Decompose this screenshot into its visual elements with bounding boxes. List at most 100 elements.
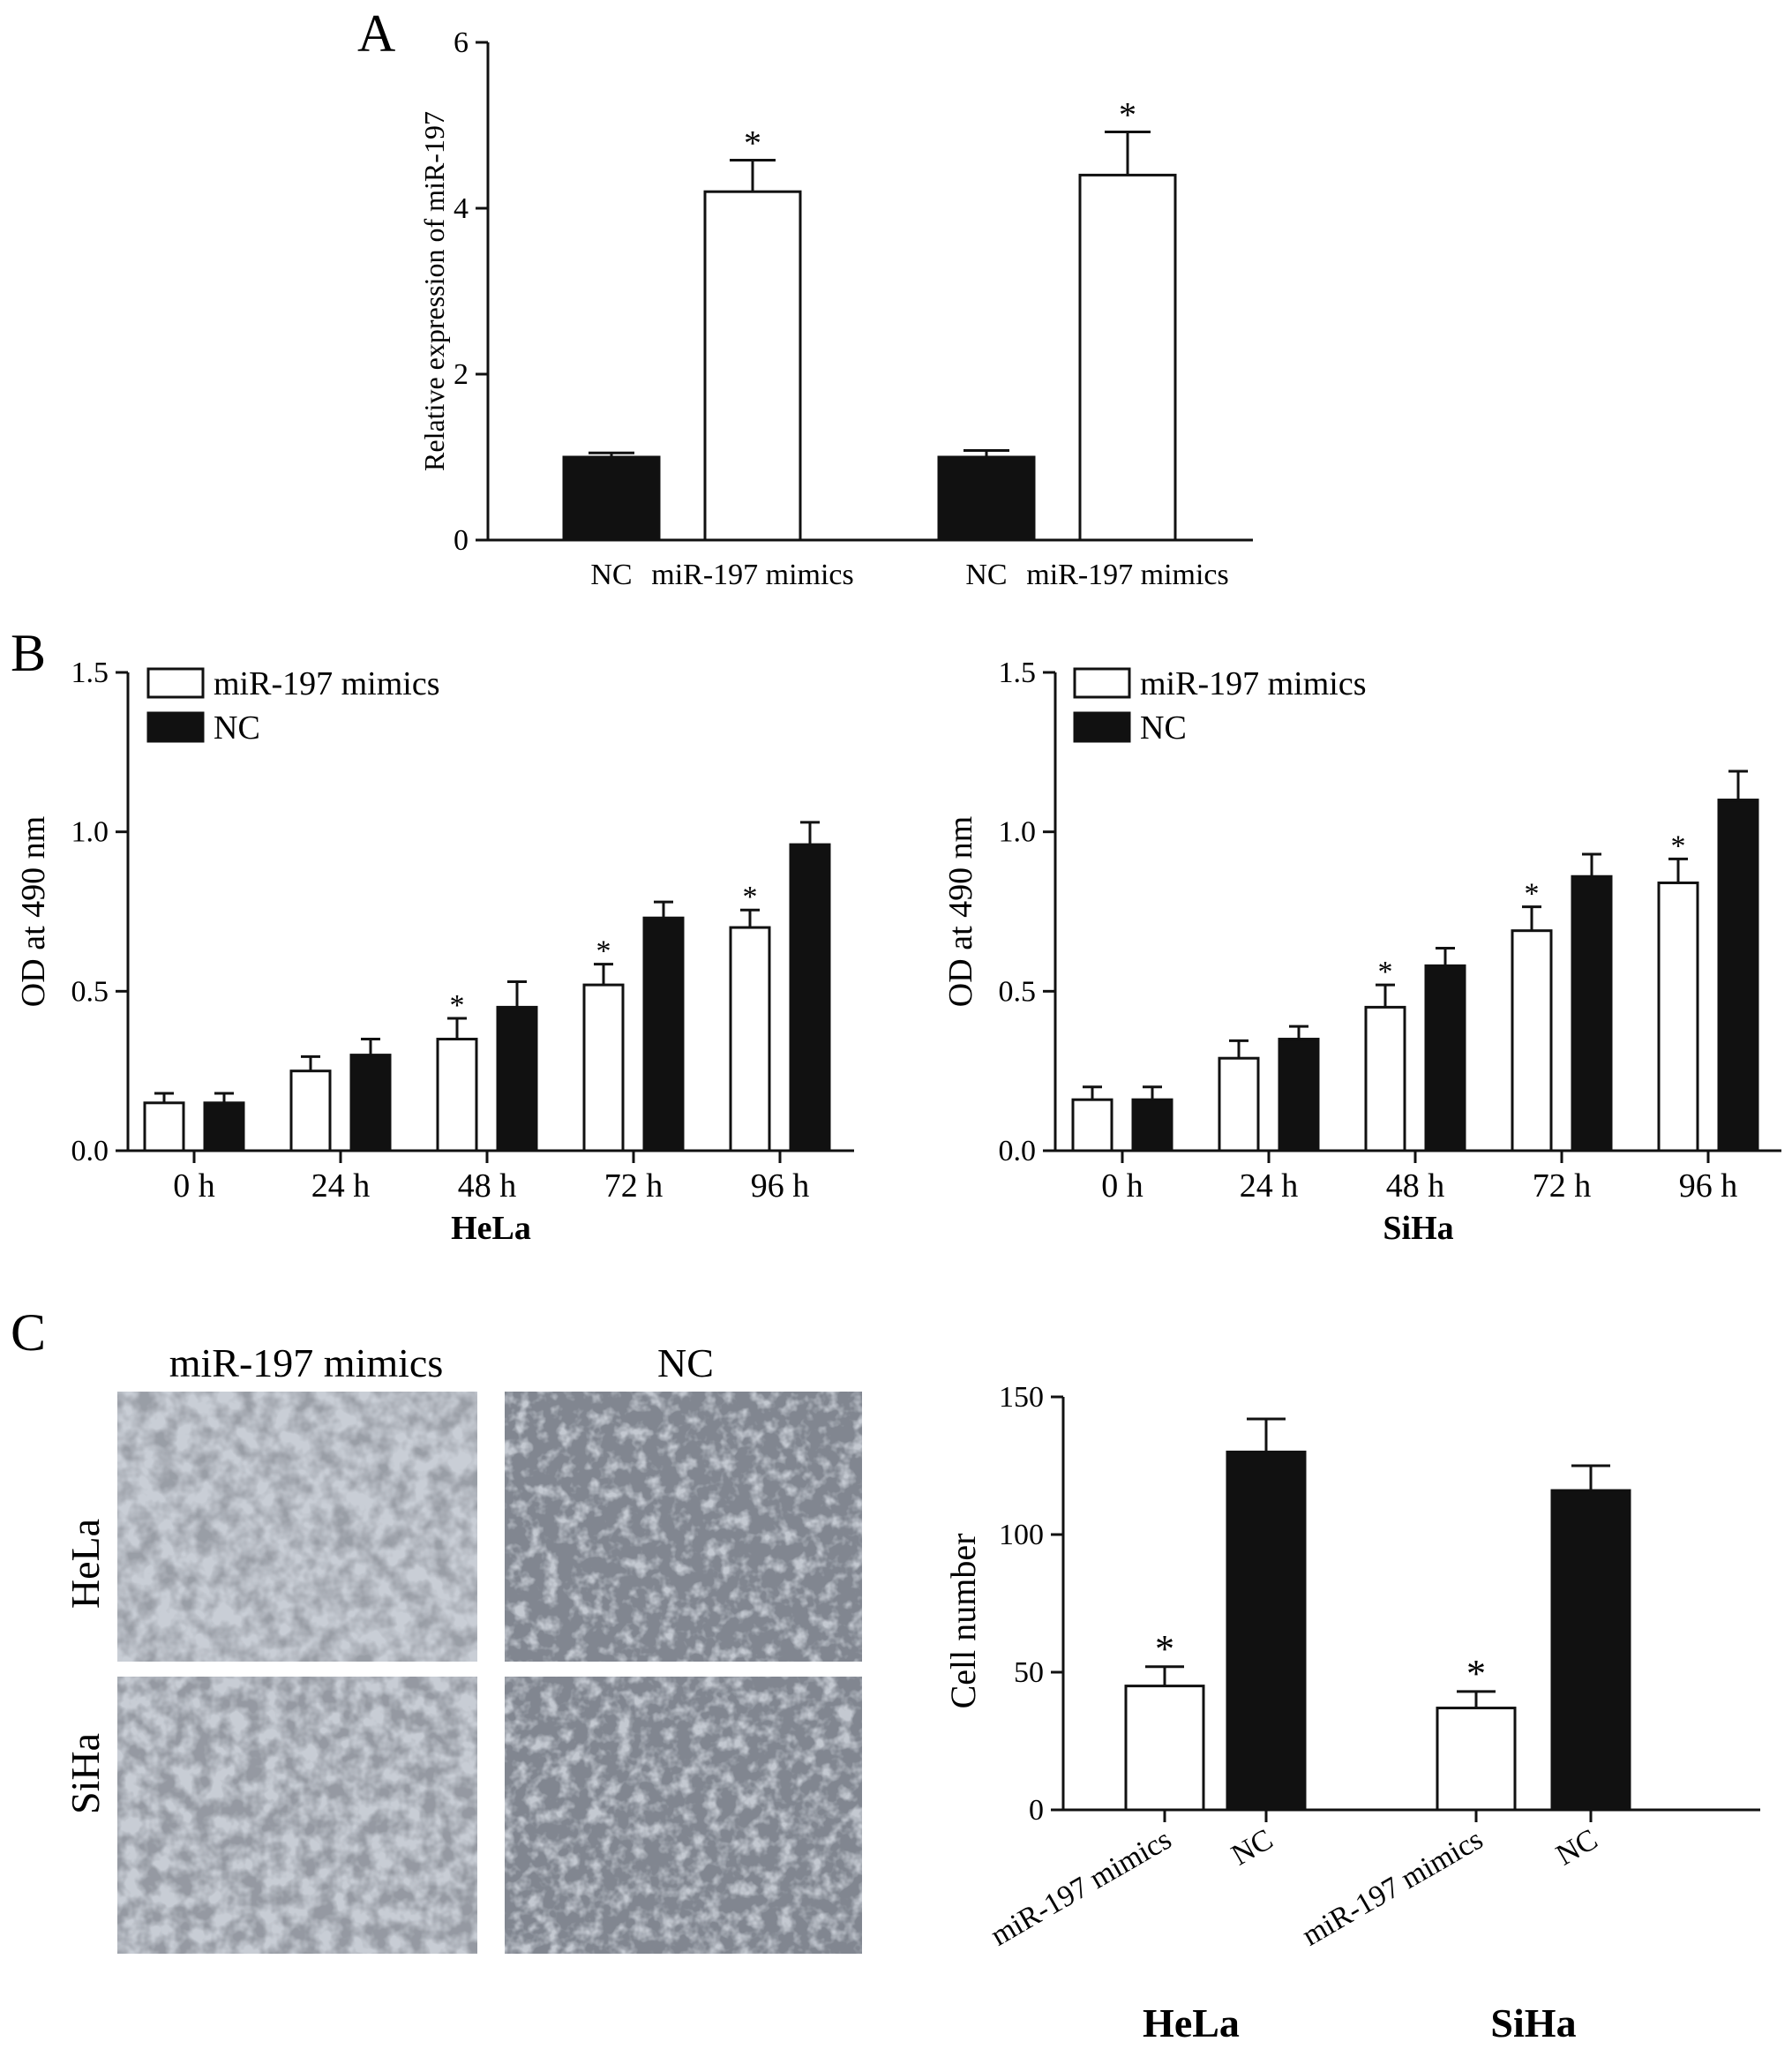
bar bbox=[1657, 881, 1699, 1152]
chart-panel-c: Cell number 0 50 100 150 * miR-197 mimics NC * m… bbox=[943, 1381, 1760, 1953]
bar bbox=[1078, 173, 1177, 542]
micrograph-hela-nc bbox=[505, 1392, 862, 1662]
x-axis-label: SiHa bbox=[1383, 1210, 1453, 1247]
bar bbox=[1424, 964, 1466, 1152]
chart-panel-b-siha: OD at 490 nm SiHa 0.0 0.5 1.0 1.5 0 h 24 h 48 … bbox=[942, 657, 1781, 1247]
significance-star: * bbox=[1671, 829, 1686, 862]
significance-star: * bbox=[1378, 956, 1393, 988]
micrograph-hela-mimics bbox=[117, 1392, 477, 1662]
chart-panel-b-hela: OD at 490 nm HeLa 0.0 0.5 1.0 1.5 0 h 24 h 48 … bbox=[15, 657, 854, 1247]
micrograph-col-label-nc: NC bbox=[657, 1340, 714, 1385]
legend-label: miR-197 mimics bbox=[1140, 665, 1367, 702]
y-tick-label: 0.5 bbox=[999, 975, 1037, 1008]
group-label-hela: HeLa bbox=[1143, 2000, 1240, 2045]
x-tick-label: 96 h bbox=[1679, 1167, 1738, 1205]
y-tick-label: 1.5 bbox=[999, 657, 1037, 689]
panel-label-b: B bbox=[11, 624, 46, 682]
x-tick-label: miR-197 mimics bbox=[651, 559, 854, 591]
bar bbox=[1717, 799, 1759, 1152]
group-label-siha: SiHa bbox=[1490, 2000, 1576, 2045]
x-tick-label: 48 h bbox=[1386, 1167, 1445, 1205]
significance-star: * bbox=[1155, 1627, 1174, 1670]
y-axis-label: Relative expression of miR-197 bbox=[418, 111, 450, 471]
y-tick-label: 6 bbox=[454, 26, 469, 59]
y-axis-label: Cell number bbox=[943, 1534, 983, 1709]
x-tick-label: 0 h bbox=[173, 1167, 215, 1205]
y-tick-label: 2 bbox=[454, 358, 469, 391]
bar bbox=[1550, 1489, 1631, 1812]
significance-star: * bbox=[450, 989, 465, 1022]
legend-label: miR-197 mimics bbox=[214, 665, 440, 702]
bar bbox=[349, 1054, 392, 1152]
y-axis-label: OD at 490 nm bbox=[942, 816, 979, 1007]
bar bbox=[1364, 1005, 1406, 1152]
micrograph-siha-mimics bbox=[117, 1677, 477, 1954]
legend-swatch bbox=[1073, 667, 1131, 699]
y-tick-label: 0 bbox=[1029, 1794, 1044, 1827]
x-tick-label: NC bbox=[1226, 1823, 1278, 1873]
x-tick-label: 72 h bbox=[604, 1167, 664, 1205]
bar bbox=[1436, 1707, 1517, 1812]
y-tick-label: 4 bbox=[454, 192, 469, 225]
micrograph-col-label-mimics: miR-197 mimics bbox=[169, 1340, 444, 1385]
y-axis-label: OD at 490 nm bbox=[15, 816, 52, 1007]
micrograph-row-label-siha: SiHa bbox=[63, 1733, 108, 1814]
y-tick-label: 1.0 bbox=[71, 816, 109, 849]
bar bbox=[436, 1038, 478, 1152]
y-tick-label: 0 bbox=[454, 524, 469, 557]
legend-swatch bbox=[1073, 711, 1131, 743]
significance-star: * bbox=[1525, 878, 1540, 911]
x-tick-label: miR-197 mimics bbox=[986, 1823, 1177, 1953]
x-tick-label: 96 h bbox=[751, 1167, 810, 1205]
panel-label-c: C bbox=[11, 1303, 46, 1362]
significance-star: * bbox=[743, 881, 758, 913]
bar bbox=[1124, 1685, 1205, 1812]
x-tick-label: miR-197 mimics bbox=[1026, 559, 1229, 591]
x-tick-label: NC bbox=[1551, 1823, 1603, 1873]
panel-label-a: A bbox=[357, 4, 395, 63]
bar bbox=[1226, 1450, 1307, 1812]
bar bbox=[789, 843, 831, 1152]
x-tick-label: NC bbox=[590, 559, 632, 591]
bar bbox=[143, 1101, 185, 1152]
x-tick-label: 48 h bbox=[458, 1167, 517, 1205]
bar bbox=[203, 1101, 245, 1152]
bar bbox=[496, 1005, 538, 1152]
legend-swatch bbox=[146, 711, 205, 743]
micrograph-siha-nc bbox=[505, 1677, 862, 1954]
legend-label: NC bbox=[214, 709, 260, 747]
chart-panel-a: Relative expression of miR-197 0 2 4 6 NC * mi… bbox=[418, 26, 1253, 591]
bar bbox=[1218, 1056, 1260, 1152]
y-tick-label: 150 bbox=[999, 1381, 1044, 1414]
y-tick-label: 0.0 bbox=[71, 1135, 109, 1167]
bar bbox=[642, 916, 685, 1152]
bar bbox=[937, 455, 1036, 542]
x-tick-label: 0 h bbox=[1101, 1167, 1143, 1205]
y-tick-label: 0.5 bbox=[71, 975, 109, 1008]
x-tick-label: 24 h bbox=[1240, 1167, 1299, 1205]
y-tick-label: 1.5 bbox=[71, 657, 109, 689]
bar bbox=[1571, 874, 1613, 1152]
bar bbox=[729, 926, 771, 1152]
micrograph-row-label-hela: HeLa bbox=[63, 1519, 108, 1609]
y-tick-label: 0.0 bbox=[999, 1135, 1037, 1167]
bar bbox=[1131, 1098, 1173, 1152]
x-axis-label: HeLa bbox=[451, 1210, 531, 1247]
x-tick-label: NC bbox=[965, 559, 1007, 591]
bar bbox=[582, 983, 625, 1152]
y-tick-label: 100 bbox=[999, 1519, 1044, 1551]
significance-star: * bbox=[1466, 1652, 1486, 1695]
bar bbox=[1278, 1038, 1320, 1152]
significance-star: * bbox=[744, 123, 761, 162]
bar bbox=[1511, 929, 1553, 1152]
y-tick-label: 1.0 bbox=[999, 816, 1037, 849]
x-tick-label: miR-197 mimics bbox=[1297, 1823, 1488, 1953]
bar bbox=[1071, 1098, 1113, 1152]
bar bbox=[562, 455, 661, 542]
legend-swatch bbox=[146, 667, 205, 699]
significance-star: * bbox=[596, 935, 611, 968]
y-tick-label: 50 bbox=[1014, 1656, 1044, 1689]
x-tick-label: 24 h bbox=[311, 1167, 371, 1205]
legend-label: NC bbox=[1140, 709, 1187, 747]
